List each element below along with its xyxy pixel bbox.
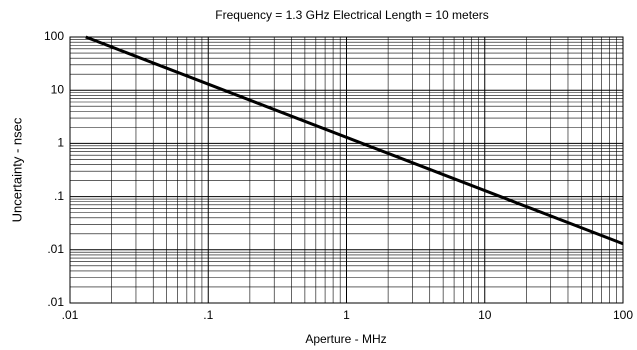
x-tick-label: 10 <box>478 308 492 322</box>
plot-frame <box>69 36 624 304</box>
x-axis-label: Aperture - MHz <box>305 332 386 346</box>
y-tick-label: 10 <box>51 82 65 96</box>
x-tick-label: .1 <box>203 308 213 322</box>
y-tick-label: .01 <box>47 242 64 256</box>
data-line <box>85 35 624 246</box>
x-tick-label: .01 <box>62 308 79 322</box>
x-tick-label: 100 <box>613 308 633 322</box>
y-axis-label: Uncertainty - nsec <box>9 117 24 222</box>
y-tick-label: .01 <box>47 295 64 309</box>
y-tick-label: .1 <box>54 189 64 203</box>
y-tick-label: 100 <box>44 29 64 43</box>
x-tick-label: 1 <box>343 308 350 322</box>
chart-title: Frequency = 1.3 GHz Electrical Length = … <box>215 8 488 22</box>
y-tick-label: 1 <box>57 136 64 150</box>
